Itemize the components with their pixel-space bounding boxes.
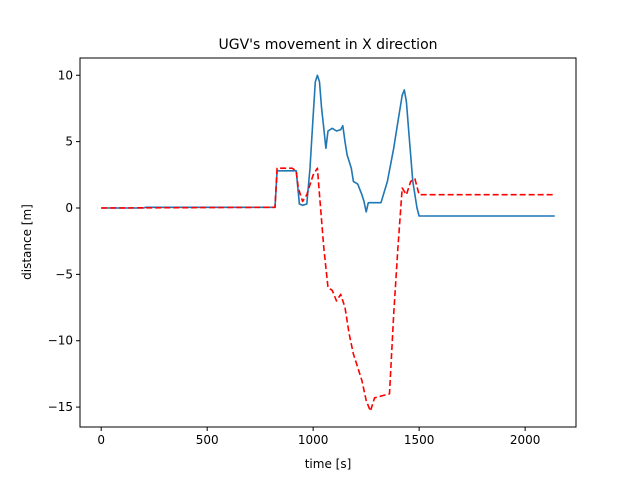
x-axis-label: time [s]	[305, 457, 352, 471]
y-tick-label: 5	[65, 135, 73, 149]
y-tick-label: −10	[48, 334, 73, 348]
x-tick-label: 0	[97, 433, 105, 447]
x-axis: 0 500 1000 1500 2000	[97, 427, 540, 447]
x-tick-label: 2000	[510, 433, 541, 447]
series-line-2	[101, 167, 555, 412]
y-tick-label: −5	[55, 267, 73, 281]
x-tick-label: 1000	[298, 433, 329, 447]
y-axis-label: distance [m]	[20, 204, 34, 280]
chart-title: UGV's movement in X direction	[218, 37, 437, 53]
series-layer	[101, 74, 555, 412]
y-axis: 10 5 0 −5 −10 −15	[48, 68, 80, 414]
series-line-1	[101, 74, 555, 217]
y-tick-label: 0	[65, 201, 73, 215]
y-tick-label: −15	[48, 400, 73, 414]
x-tick-label: 500	[196, 433, 219, 447]
x-tick-label: 1500	[404, 433, 435, 447]
plot-frame	[79, 57, 577, 428]
y-tick-label: 10	[58, 68, 73, 82]
